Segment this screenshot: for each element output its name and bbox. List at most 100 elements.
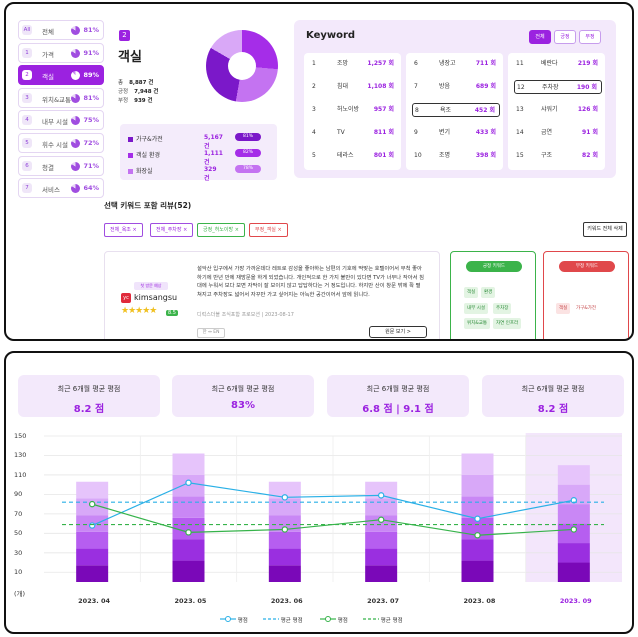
bar-segment: [557, 484, 590, 505]
bar-segment: [172, 453, 205, 475]
tab-all[interactable]: 전체: [529, 30, 551, 44]
bar-segment: [365, 531, 398, 549]
keyword-count: 398 회: [475, 152, 496, 159]
y-tick-label: 90: [14, 490, 23, 499]
sidebar-item-7[interactable]: 7 서비스 64%: [18, 178, 104, 199]
color-square-icon: [128, 137, 133, 142]
keyword-item[interactable]: 4 TV 811 회: [310, 126, 398, 140]
bar-segment: [76, 481, 109, 499]
keyword-item[interactable]: 12 주차장 190 회: [514, 80, 602, 94]
keyword-item[interactable]: 13 샤워기 126 회: [514, 103, 602, 117]
sidebar-item-2[interactable]: 2 객실 89%: [18, 65, 104, 86]
bar-segment: [557, 504, 590, 524]
keyword-item[interactable]: 5 테라스 801 회: [310, 149, 398, 163]
rating-line: [91, 503, 574, 536]
item-number: 6: [22, 160, 32, 171]
y-tick-label: 30: [14, 548, 23, 557]
keyword-rank: 8: [415, 107, 419, 114]
negative-chip: 객실: [556, 303, 571, 314]
keyword-item[interactable]: 1 조망 1,257 회: [310, 57, 398, 71]
x-tick-label: 2023. 06: [270, 597, 303, 605]
sidebar-item-6[interactable]: 6 청결 71%: [18, 155, 104, 176]
keyword-rank: 15: [516, 152, 524, 159]
subcategory-count: 5,167 건: [204, 134, 223, 150]
category-title: 객실: [118, 50, 142, 65]
bar-segment: [365, 565, 398, 582]
y-tick-label: 10: [14, 568, 23, 577]
keyword-item[interactable]: 3 허노이방 957 회: [310, 103, 398, 117]
bar-segment: [365, 498, 398, 516]
keyword-item[interactable]: 8 욕조 452 회: [412, 103, 500, 117]
positive-keyword-title: 긍정 키워드: [466, 261, 522, 272]
subcategory-count: 329 건: [204, 166, 217, 182]
keyword-word: 베란다: [541, 60, 558, 67]
keyword-item[interactable]: 15 구조 82 회: [514, 149, 602, 163]
bar-segment: [172, 539, 205, 561]
keyword-rank: 12: [517, 84, 525, 91]
bar-segment: [365, 481, 398, 499]
translate-toggle[interactable]: 한 ↔ EN: [197, 328, 225, 338]
positive-count: 긍정 7,948 건: [118, 89, 159, 95]
tab-positive[interactable]: 긍정: [554, 30, 576, 44]
legend-avg-blue: 평균 평점: [263, 618, 303, 624]
sidebar-item-pct: 91%: [83, 48, 99, 57]
rating-trend-panel: 최근 6개월 평균 평점 8.2 점 최근 6개월 평균 평점 83% 최근 6개월…: [4, 351, 634, 634]
bar-segment: [461, 453, 494, 475]
item-number: All: [22, 25, 32, 35]
delete-all-keywords-button[interactable]: 키워드 전체 삭제: [583, 222, 627, 237]
positive-chip: 자연 인프라: [493, 318, 522, 329]
review-text: 설악산 입구에서 가장 가까운데다 레트로 감성을 좋아하는 남편의 기호에 딱…: [197, 266, 425, 298]
keyword-item[interactable]: 2 침대 1,108 회: [310, 80, 398, 94]
sidebar-item-pct: 72%: [83, 138, 99, 147]
subcategory-list: 가구&가전 5,167 건 81% 객실 환경 1,111 건 82% 화장실 32…: [120, 124, 277, 182]
positive-chip: 환경: [481, 287, 496, 298]
sidebar-item-pct: 71%: [83, 161, 99, 170]
sidebar-item-3[interactable]: 3 위치&교통 81%: [18, 87, 104, 108]
sidebar-item-1[interactable]: 1 가격 91%: [18, 42, 104, 63]
review-card: 첫 방문 예상 kimsangsu ★★★★★ 8.5 설악산 입구에서 가장 …: [104, 251, 440, 339]
sidebar-item-4[interactable]: 4 내부 시설 75%: [18, 110, 104, 131]
x-tick-label: 2023. 04: [78, 597, 111, 605]
keyword-chip[interactable]: 긍정_허노이방 ×: [197, 223, 245, 237]
keyword-word: 방음: [439, 83, 451, 90]
tab-negative[interactable]: 부정: [579, 30, 601, 44]
sidebar-item-pct: 64%: [83, 184, 99, 193]
keyword-item[interactable]: 7 방음 689 회: [412, 80, 500, 94]
stat-card: 최근 6개월 평균 평점 8.2 점: [18, 375, 160, 417]
keyword-dashboard-panel: All 전체 81% 1 가격 91% 2 객실 89% 3 위치&교통 81% 4 내…: [4, 2, 634, 341]
sidebar-item-label: 내부 시설: [42, 118, 68, 127]
subcategory-name: 객실 환경: [136, 152, 160, 159]
sidebar-item-label: 서비스: [42, 186, 60, 195]
data-point: [185, 529, 192, 536]
keyword-count: 190 회: [576, 84, 597, 91]
keyword-chip[interactable]: 전체_욕조 ×: [104, 223, 143, 237]
donut-icon: [71, 138, 80, 148]
bar-segment: [76, 565, 109, 582]
keyword-item[interactable]: 6 냉장고 711 회: [412, 57, 500, 71]
bar-segment: [76, 531, 109, 549]
data-point: [88, 522, 96, 529]
y-tick-label: 50: [14, 529, 23, 538]
keyword-item[interactable]: 9 변기 433 회: [412, 126, 500, 140]
sidebar-item-pct: 75%: [83, 116, 99, 125]
sidebar-item-all[interactable]: All 전체 81%: [18, 20, 104, 40]
x-tick-label: 2023. 05: [174, 597, 207, 605]
keyword-chip[interactable]: 부정_객실 ×: [249, 223, 288, 237]
view-original-button[interactable]: 원문 보기 >: [369, 326, 427, 338]
bar-segment: [557, 523, 590, 544]
keyword-chip[interactable]: 전체_주차장 ×: [150, 223, 194, 237]
keyword-item[interactable]: 10 조명 398 회: [412, 149, 500, 163]
legend-rating-green: 평점: [320, 616, 348, 624]
sidebar-item-label: 청결: [42, 163, 54, 172]
sidebar-item-pct: 81%: [83, 26, 99, 34]
keyword-word: 샤워기: [541, 106, 558, 113]
data-point: [474, 515, 481, 522]
keyword-item[interactable]: 14 금연 91 회: [514, 126, 602, 140]
donut-icon: [71, 48, 80, 58]
rating-line: [91, 482, 574, 527]
keyword-item[interactable]: 11 베란다 219 회: [514, 57, 602, 71]
review-meta: 디럭스더블 조식포함 프로모션 | 2023-08-17: [197, 312, 294, 318]
sidebar-item-5[interactable]: 5 휘수 시설 72%: [18, 132, 104, 153]
item-number: 1: [22, 47, 32, 58]
item-number: 5: [22, 137, 32, 148]
